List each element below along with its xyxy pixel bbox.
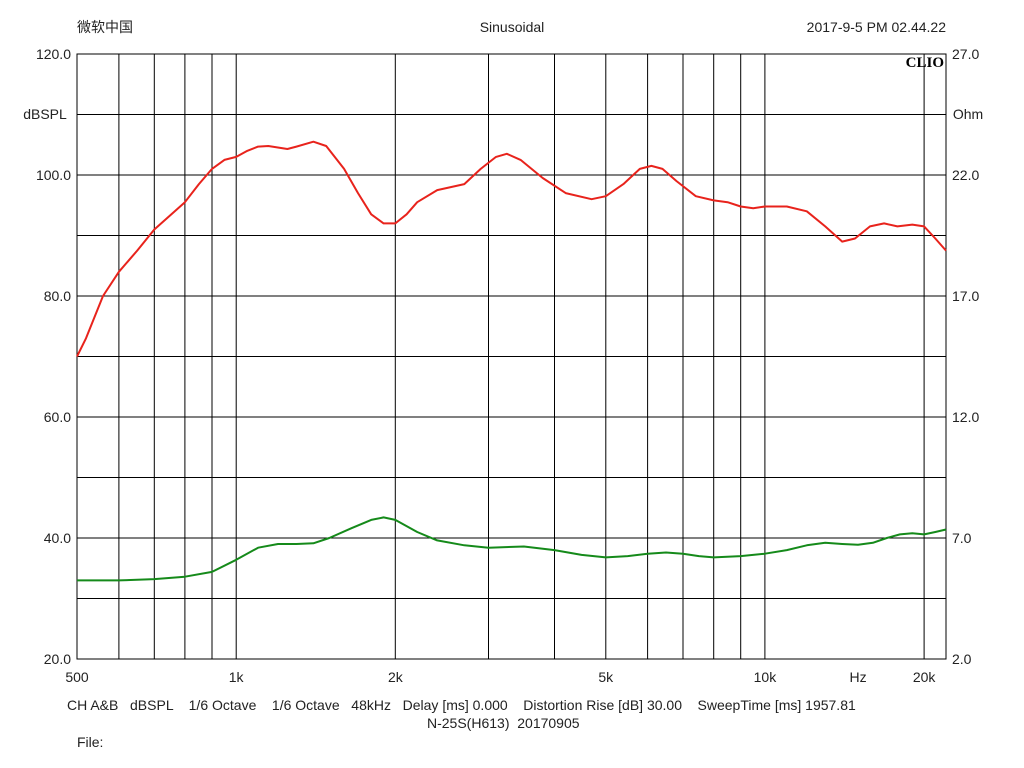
- clio-brand-logo: CLIO: [906, 55, 944, 71]
- left-tick-label: 40.0: [44, 530, 71, 546]
- series-line-1: [76, 140, 947, 357]
- right-axis-label: Ohm: [953, 106, 983, 122]
- left-tick-label: 80.0: [44, 288, 71, 304]
- right-tick-label: 22.0: [952, 167, 979, 183]
- right-tick-label: 12.0: [952, 409, 979, 425]
- series-line-2: [77, 516, 947, 582]
- x-tick-label: Hz: [849, 669, 866, 685]
- left-axis-label: dBSPL: [23, 106, 67, 122]
- y-gridlines: [77, 114, 946, 599]
- measurement-settings-line: CH A&B dBSPL 1/6 Octave 1/6 Octave 48kHz…: [67, 697, 856, 713]
- x-tick-label: 20k: [913, 669, 937, 685]
- x-tick-label: 1k: [229, 669, 245, 685]
- x-tick-label: 5k: [598, 669, 614, 685]
- device-id-line: N-25S(H613) 20170905: [427, 715, 580, 731]
- left-tick-label: 20.0: [44, 651, 71, 667]
- header-left-text: 微软中国: [77, 19, 133, 35]
- series-layer: [76, 140, 947, 582]
- left-tick-label: 60.0: [44, 409, 71, 425]
- file-label: File:: [77, 734, 104, 750]
- header-timestamp: 2017-9-5 PM 02.44.22: [807, 19, 947, 35]
- x-tick-label: 500: [65, 669, 89, 685]
- x-axis-ticks: 500 1k 2k 5k 10k Hz 20k: [65, 669, 936, 685]
- right-tick-label: 27.0: [952, 46, 979, 62]
- right-tick-label: 7.0: [952, 530, 972, 546]
- right-tick-label: 17.0: [952, 288, 979, 304]
- x-tick-label: 10k: [754, 669, 778, 685]
- right-tick-label: 2.0: [952, 651, 972, 667]
- left-tick-label: 120.0: [36, 46, 71, 62]
- left-tick-label: 100.0: [36, 167, 71, 183]
- x-tick-label: 2k: [388, 669, 404, 685]
- left-axis-ticks: 120.0 100.0 80.0 60.0 40.0 20.0: [36, 46, 71, 667]
- chart-title: Sinusoidal: [480, 19, 545, 35]
- right-axis-ticks: 27.0 22.0 17.0 12.0 7.0 2.0: [952, 46, 979, 667]
